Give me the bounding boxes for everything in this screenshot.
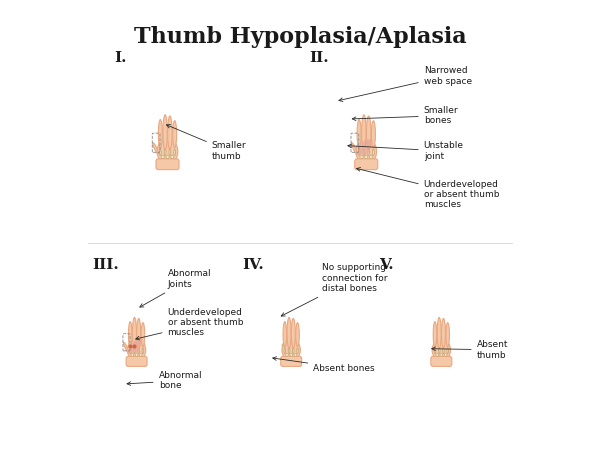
Ellipse shape	[153, 143, 158, 154]
Ellipse shape	[432, 339, 451, 361]
Ellipse shape	[142, 348, 144, 354]
Ellipse shape	[363, 149, 365, 156]
Ellipse shape	[358, 149, 360, 156]
Ellipse shape	[128, 322, 132, 347]
FancyBboxPatch shape	[156, 159, 179, 170]
Text: Unstable
joint: Unstable joint	[348, 141, 464, 161]
Ellipse shape	[440, 353, 443, 356]
Ellipse shape	[284, 348, 286, 354]
Ellipse shape	[127, 339, 146, 361]
Text: II.: II.	[309, 50, 328, 65]
Text: IV.: IV.	[242, 258, 265, 272]
Text: Underdeveloped
or absent thumb
muscles: Underdeveloped or absent thumb muscles	[136, 308, 243, 340]
Text: No supporting
connection for
distal bones: No supporting connection for distal bone…	[281, 263, 388, 316]
Ellipse shape	[160, 149, 161, 156]
Text: III.: III.	[92, 258, 119, 272]
Ellipse shape	[357, 120, 361, 148]
Ellipse shape	[135, 353, 138, 356]
Ellipse shape	[169, 149, 171, 156]
Text: Absent
thumb: Absent thumb	[432, 340, 508, 360]
Ellipse shape	[124, 342, 128, 352]
Text: Abnormal
Joints: Abnormal Joints	[140, 270, 211, 307]
Ellipse shape	[434, 348, 436, 354]
Ellipse shape	[164, 149, 166, 156]
Text: V.: V.	[380, 258, 394, 272]
Ellipse shape	[173, 121, 176, 148]
Ellipse shape	[367, 116, 371, 149]
FancyBboxPatch shape	[431, 356, 452, 366]
Ellipse shape	[294, 353, 297, 356]
Ellipse shape	[368, 149, 370, 156]
Ellipse shape	[157, 139, 178, 164]
Text: Absent bones: Absent bones	[273, 357, 375, 373]
Text: Smaller
bones: Smaller bones	[352, 106, 458, 126]
Ellipse shape	[433, 322, 437, 347]
Ellipse shape	[282, 339, 301, 361]
Ellipse shape	[158, 120, 163, 148]
Ellipse shape	[437, 317, 441, 349]
Ellipse shape	[360, 155, 363, 158]
Ellipse shape	[286, 353, 289, 356]
Ellipse shape	[288, 348, 290, 354]
Ellipse shape	[283, 322, 287, 347]
Ellipse shape	[287, 317, 291, 349]
Ellipse shape	[447, 348, 448, 354]
Ellipse shape	[134, 348, 135, 354]
Ellipse shape	[439, 348, 440, 354]
Ellipse shape	[442, 319, 445, 348]
Ellipse shape	[139, 353, 142, 356]
Ellipse shape	[371, 121, 376, 148]
Ellipse shape	[443, 348, 444, 354]
Ellipse shape	[290, 353, 293, 356]
FancyBboxPatch shape	[355, 159, 378, 170]
Ellipse shape	[356, 139, 377, 164]
Ellipse shape	[362, 115, 366, 150]
Ellipse shape	[293, 348, 294, 354]
Ellipse shape	[131, 353, 134, 356]
FancyBboxPatch shape	[126, 356, 147, 366]
Ellipse shape	[370, 155, 373, 158]
Text: Smaller
thumb: Smaller thumb	[167, 125, 246, 161]
Ellipse shape	[167, 116, 172, 149]
Ellipse shape	[297, 348, 298, 354]
Ellipse shape	[137, 319, 140, 348]
Ellipse shape	[373, 149, 374, 156]
Ellipse shape	[282, 344, 284, 346]
Ellipse shape	[296, 323, 299, 347]
Text: Narrowed
web space: Narrowed web space	[339, 66, 472, 102]
Ellipse shape	[130, 348, 131, 354]
FancyBboxPatch shape	[281, 356, 302, 366]
Ellipse shape	[292, 319, 295, 348]
Ellipse shape	[444, 353, 447, 356]
Ellipse shape	[163, 115, 167, 150]
Ellipse shape	[133, 317, 136, 349]
Text: I.: I.	[115, 50, 127, 65]
Ellipse shape	[352, 143, 357, 154]
Ellipse shape	[365, 155, 368, 158]
Ellipse shape	[166, 155, 169, 158]
Text: Underdeveloped
or absent thumb
muscles: Underdeveloped or absent thumb muscles	[356, 167, 499, 209]
Ellipse shape	[436, 353, 439, 356]
Ellipse shape	[170, 155, 174, 158]
Ellipse shape	[138, 348, 139, 354]
Ellipse shape	[161, 155, 164, 158]
Ellipse shape	[174, 149, 176, 156]
Ellipse shape	[446, 323, 449, 347]
Text: Thumb Hypoplasia/Aplasia: Thumb Hypoplasia/Aplasia	[134, 26, 466, 48]
Ellipse shape	[141, 323, 145, 347]
Text: Abnormal
bone: Abnormal bone	[127, 371, 202, 391]
